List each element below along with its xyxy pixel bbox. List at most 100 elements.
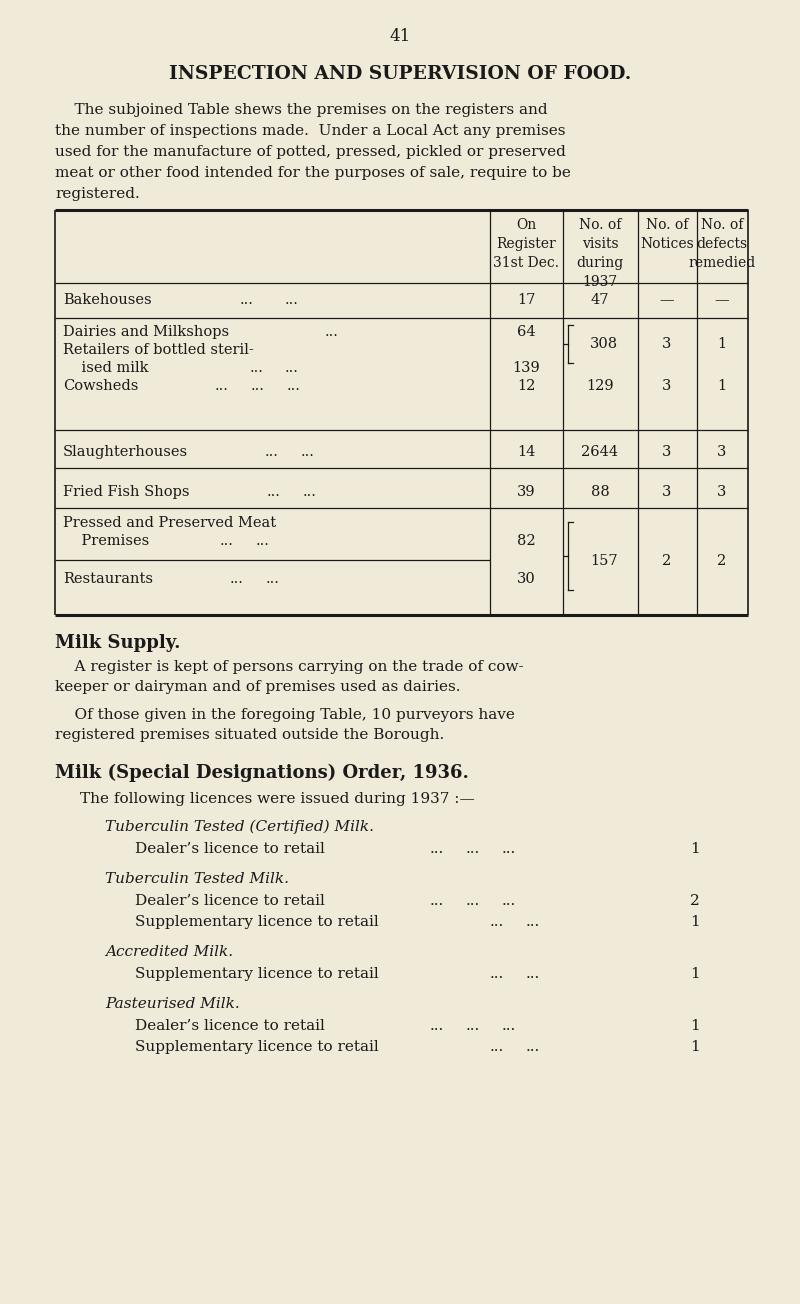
Text: ...: ... [325, 325, 339, 339]
Text: Supplementary licence to retail: Supplementary licence to retail [135, 968, 378, 981]
Text: 88: 88 [590, 485, 610, 499]
Text: ...: ... [220, 535, 234, 548]
Text: 30: 30 [517, 572, 535, 585]
Text: ...: ... [466, 895, 480, 908]
Text: A register is kept of persons carrying on the trade of cow-: A register is kept of persons carrying o… [55, 660, 524, 674]
Text: Dealer’s licence to retail: Dealer’s licence to retail [135, 895, 325, 908]
Text: ...: ... [250, 361, 264, 376]
Text: Tuberculin Tested Milk.: Tuberculin Tested Milk. [105, 872, 289, 885]
Text: ...: ... [526, 968, 540, 981]
Text: No. of
defects
remedied: No. of defects remedied [688, 218, 756, 270]
Text: 41: 41 [390, 27, 410, 46]
Text: ...: ... [251, 379, 265, 393]
Text: Milk Supply.: Milk Supply. [55, 634, 181, 652]
Text: 2644: 2644 [582, 445, 618, 459]
Text: Dealer’s licence to retail: Dealer’s licence to retail [135, 1018, 325, 1033]
Text: 82: 82 [517, 535, 535, 548]
Text: ...: ... [430, 1018, 444, 1033]
Text: ...: ... [502, 842, 516, 855]
Text: No. of
visits
during
1937: No. of visits during 1937 [576, 218, 624, 289]
Text: Supplementary licence to retail: Supplementary licence to retail [135, 1041, 378, 1054]
Text: No. of
Notices: No. of Notices [640, 218, 694, 250]
Text: ...: ... [256, 535, 270, 548]
Text: 2: 2 [690, 895, 700, 908]
Text: ...: ... [301, 445, 315, 459]
Text: 12: 12 [517, 379, 535, 393]
Text: Retailers of bottled steril-: Retailers of bottled steril- [63, 343, 254, 357]
Text: ...: ... [502, 895, 516, 908]
Text: 1: 1 [690, 1041, 700, 1054]
Text: registered.: registered. [55, 186, 140, 201]
Text: ...: ... [287, 379, 301, 393]
Text: 3: 3 [662, 445, 672, 459]
Text: 1: 1 [690, 1018, 700, 1033]
Text: ...: ... [285, 293, 299, 306]
Text: ...: ... [230, 572, 244, 585]
Text: Bakehouses: Bakehouses [63, 293, 152, 306]
Text: ...: ... [490, 915, 504, 928]
Text: 129: 129 [586, 379, 614, 393]
Text: ...: ... [215, 379, 229, 393]
Text: 1: 1 [718, 379, 726, 393]
Text: keeper or dairyman and of premises used as dairies.: keeper or dairyman and of premises used … [55, 679, 461, 694]
Text: Dairies and Milkshops: Dairies and Milkshops [63, 325, 229, 339]
Text: 3: 3 [718, 445, 726, 459]
Text: Supplementary licence to retail: Supplementary licence to retail [135, 915, 378, 928]
Text: 308: 308 [590, 336, 618, 351]
Text: Fried Fish Shops: Fried Fish Shops [63, 485, 190, 499]
Text: 2: 2 [718, 554, 726, 569]
Text: 1: 1 [690, 842, 700, 855]
Text: Cowsheds: Cowsheds [63, 379, 138, 393]
Text: ...: ... [526, 915, 540, 928]
Text: Dealer’s licence to retail: Dealer’s licence to retail [135, 842, 325, 855]
Text: 47: 47 [590, 293, 610, 306]
Text: Pressed and Preserved Meat: Pressed and Preserved Meat [63, 516, 276, 529]
Text: 3: 3 [718, 485, 726, 499]
Text: 1: 1 [690, 968, 700, 981]
Text: 17: 17 [517, 293, 535, 306]
Text: Restaurants: Restaurants [63, 572, 153, 585]
Text: ...: ... [303, 485, 317, 499]
Text: 2: 2 [662, 554, 672, 569]
Text: ...: ... [430, 895, 444, 908]
Text: registered premises situated outside the Borough.: registered premises situated outside the… [55, 728, 444, 742]
Text: ...: ... [502, 1018, 516, 1033]
Text: ...: ... [266, 572, 280, 585]
Text: 3: 3 [662, 379, 672, 393]
Text: Of those given in the foregoing Table, 10 purveyors have: Of those given in the foregoing Table, 1… [55, 708, 515, 722]
Text: the number of inspections made.  Under a Local Act any premises: the number of inspections made. Under a … [55, 124, 566, 138]
Text: 64: 64 [517, 325, 535, 339]
Text: 3: 3 [662, 336, 672, 351]
Text: Slaughterhouses: Slaughterhouses [63, 445, 188, 459]
Text: ...: ... [240, 293, 254, 306]
Text: ...: ... [490, 968, 504, 981]
Text: ...: ... [466, 842, 480, 855]
Text: —: — [714, 293, 730, 306]
Text: ...: ... [490, 1041, 504, 1054]
Text: 3: 3 [662, 485, 672, 499]
Text: Accredited Milk.: Accredited Milk. [105, 945, 233, 958]
Text: ...: ... [466, 1018, 480, 1033]
Text: 139: 139 [512, 361, 540, 376]
Text: Premises: Premises [63, 535, 150, 548]
Text: meat or other food intended for the purposes of sale, require to be: meat or other food intended for the purp… [55, 166, 571, 180]
Text: Pasteurised Milk.: Pasteurised Milk. [105, 998, 240, 1011]
Text: ...: ... [526, 1041, 540, 1054]
Text: Milk (Special Designations) Order, 1936.: Milk (Special Designations) Order, 1936. [55, 764, 469, 782]
Text: ...: ... [430, 842, 444, 855]
Text: —: — [660, 293, 674, 306]
Text: ised milk: ised milk [63, 361, 149, 376]
Text: INSPECTION AND SUPERVISION OF FOOD.: INSPECTION AND SUPERVISION OF FOOD. [169, 65, 631, 83]
Text: ...: ... [265, 445, 279, 459]
Text: ...: ... [285, 361, 299, 376]
Text: 14: 14 [517, 445, 535, 459]
Text: 39: 39 [517, 485, 535, 499]
Text: Tuberculin Tested (Certified) Milk.: Tuberculin Tested (Certified) Milk. [105, 820, 374, 835]
Text: 1: 1 [718, 336, 726, 351]
Text: The following licences were issued during 1937 :—: The following licences were issued durin… [80, 792, 474, 806]
Text: 1: 1 [690, 915, 700, 928]
Text: used for the manufacture of potted, pressed, pickled or preserved: used for the manufacture of potted, pres… [55, 145, 566, 159]
Text: 157: 157 [590, 554, 618, 569]
Text: On
Register
31st Dec.: On Register 31st Dec. [493, 218, 559, 270]
Text: ...: ... [267, 485, 281, 499]
